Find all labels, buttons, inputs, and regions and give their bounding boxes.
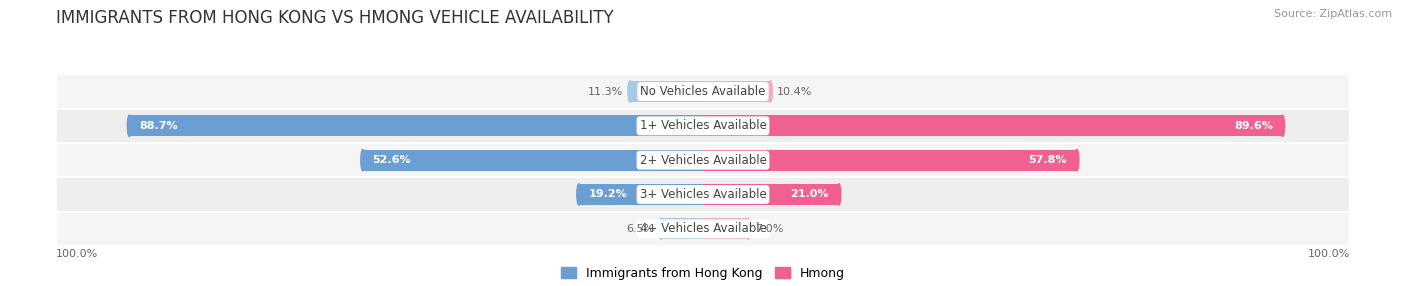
- Circle shape: [628, 81, 631, 102]
- Bar: [56, 177, 1350, 212]
- Text: Source: ZipAtlas.com: Source: ZipAtlas.com: [1274, 9, 1392, 19]
- Text: No Vehicles Available: No Vehicles Available: [640, 85, 766, 98]
- Circle shape: [768, 81, 772, 102]
- Bar: [56, 74, 1350, 109]
- Bar: [56, 212, 1350, 246]
- Text: 52.6%: 52.6%: [373, 155, 411, 165]
- Text: IMMIGRANTS FROM HONG KONG VS HMONG VEHICLE AVAILABILITY: IMMIGRANTS FROM HONG KONG VS HMONG VEHIC…: [56, 9, 614, 27]
- Circle shape: [128, 115, 131, 136]
- Text: 7.0%: 7.0%: [755, 224, 783, 234]
- Bar: [129, 115, 703, 136]
- Bar: [703, 184, 839, 205]
- Bar: [579, 184, 703, 205]
- Bar: [703, 81, 770, 102]
- Text: 89.6%: 89.6%: [1234, 121, 1272, 131]
- Text: 100.0%: 100.0%: [1308, 249, 1350, 259]
- Circle shape: [1281, 115, 1285, 136]
- Bar: [661, 218, 703, 239]
- Legend: Immigrants from Hong Kong, Hmong: Immigrants from Hong Kong, Hmong: [561, 267, 845, 280]
- Text: 3+ Vehicles Available: 3+ Vehicles Available: [640, 188, 766, 201]
- Text: 11.3%: 11.3%: [588, 87, 623, 96]
- Bar: [56, 143, 1350, 177]
- Text: 57.8%: 57.8%: [1029, 155, 1067, 165]
- Circle shape: [361, 150, 364, 171]
- Bar: [630, 81, 703, 102]
- Text: 100.0%: 100.0%: [56, 249, 98, 259]
- Bar: [56, 109, 1350, 143]
- Text: 4+ Vehicles Available: 4+ Vehicles Available: [640, 222, 766, 235]
- Circle shape: [659, 218, 664, 239]
- Bar: [703, 218, 748, 239]
- Circle shape: [837, 184, 841, 205]
- Text: 1+ Vehicles Available: 1+ Vehicles Available: [640, 119, 766, 132]
- Bar: [363, 150, 703, 171]
- Circle shape: [747, 218, 751, 239]
- Bar: [703, 115, 1282, 136]
- Text: 10.4%: 10.4%: [776, 87, 813, 96]
- Text: 6.5%: 6.5%: [626, 224, 655, 234]
- Text: 21.0%: 21.0%: [790, 190, 830, 199]
- Text: 2+ Vehicles Available: 2+ Vehicles Available: [640, 154, 766, 167]
- Text: 88.7%: 88.7%: [139, 121, 177, 131]
- Bar: [703, 150, 1077, 171]
- Circle shape: [1074, 150, 1078, 171]
- Circle shape: [576, 184, 581, 205]
- Text: 19.2%: 19.2%: [589, 190, 627, 199]
